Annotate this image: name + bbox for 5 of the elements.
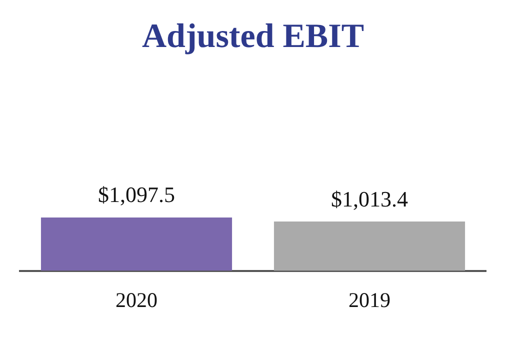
chart-title: Adjusted EBIT bbox=[142, 18, 364, 56]
x-tick-label: 2020 bbox=[116, 288, 158, 312]
data-label: $1,097.5 bbox=[98, 182, 175, 208]
data-label: $1,013.4 bbox=[331, 186, 408, 212]
x-tick-label: 2019 bbox=[348, 288, 390, 312]
